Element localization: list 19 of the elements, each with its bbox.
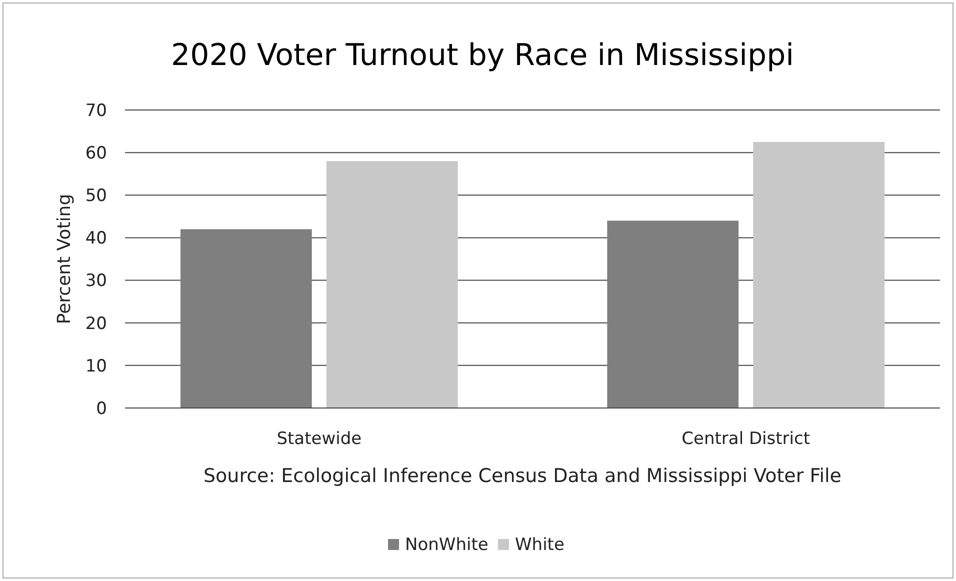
y-tick-label: 60 — [85, 144, 107, 164]
y-tick-label: 10 — [85, 356, 107, 376]
y-tick-label: 40 — [85, 228, 107, 249]
chart-title: 2020 Voter Turnout by Race in Mississippi — [171, 38, 794, 73]
bar — [753, 142, 885, 408]
bar — [607, 220, 739, 408]
y-tick-label: 0 — [96, 398, 107, 419]
y-axis-title: Percent Voting — [54, 194, 75, 324]
x-tick-label: Central District — [682, 429, 810, 449]
y-tick-label: 50 — [85, 186, 107, 206]
legend-label: NonWhite — [405, 535, 488, 555]
bar — [326, 161, 458, 408]
bar — [180, 229, 312, 408]
legend-label: White — [515, 535, 564, 555]
x-tick-label: Statewide — [276, 429, 362, 449]
source-note: Source: Ecological Inference Census Data and Mississippi Voter File — [203, 465, 842, 487]
y-tick-label: 20 — [85, 314, 107, 334]
y-tick-label: 70 — [85, 100, 107, 121]
y-tick-label: 30 — [85, 271, 107, 292]
